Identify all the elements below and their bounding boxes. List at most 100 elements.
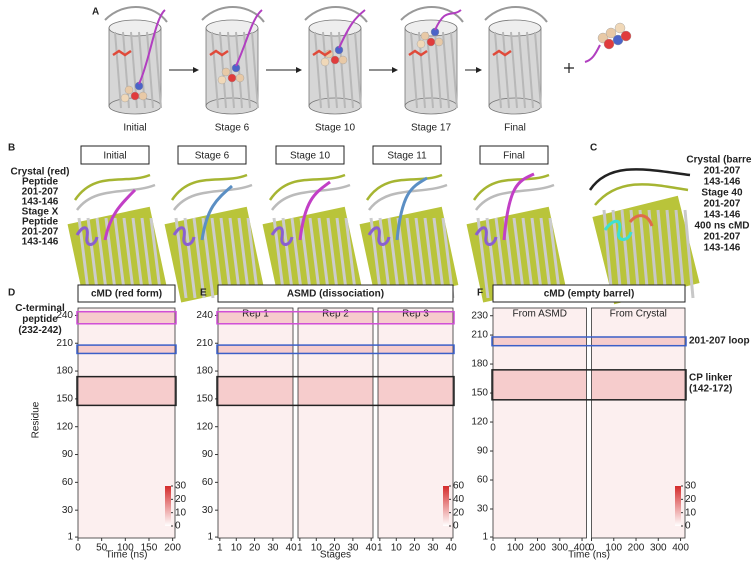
stage-box bbox=[275, 145, 345, 165]
x-tick-label: 10 bbox=[391, 543, 403, 554]
strand bbox=[426, 31, 434, 109]
peptide-atom bbox=[221, 67, 231, 77]
annotation: 201-207 loop bbox=[689, 335, 750, 346]
chart-title: cMD (empty barrel) bbox=[544, 289, 635, 300]
loop bbox=[270, 183, 351, 211]
peptide-atom bbox=[434, 37, 444, 47]
loop-201 bbox=[270, 226, 294, 246]
legend-entry: Stage 40 bbox=[701, 188, 743, 199]
subplot-title: Rep 2 bbox=[322, 309, 349, 320]
x-tick-label: 1 bbox=[217, 543, 223, 554]
x-tick-label: 400 bbox=[672, 543, 689, 554]
peptide-atom bbox=[620, 30, 632, 42]
strand bbox=[410, 31, 418, 109]
legend-entry: 143-146 bbox=[704, 243, 741, 254]
loop-201 bbox=[474, 226, 498, 246]
peptide-atom bbox=[603, 38, 615, 50]
strand bbox=[656, 209, 668, 299]
strand bbox=[665, 209, 677, 299]
x-axis-label: Stages bbox=[320, 550, 351, 561]
x-tick-label: 1 bbox=[377, 543, 383, 554]
strand bbox=[510, 31, 518, 109]
y-tick-label: 210 bbox=[471, 330, 488, 341]
strand bbox=[322, 31, 330, 109]
peptide-atom bbox=[330, 55, 340, 65]
peptide-atom bbox=[124, 85, 134, 95]
loop bbox=[365, 173, 443, 201]
plot-frame bbox=[77, 307, 176, 539]
stage-caption: Final bbox=[504, 123, 526, 134]
peptide bbox=[298, 180, 331, 241]
y-tick-label: 60 bbox=[202, 477, 214, 488]
barrel-top bbox=[488, 19, 542, 37]
strand bbox=[211, 31, 219, 109]
y-tick-label: 60 bbox=[477, 475, 489, 486]
loop bbox=[367, 183, 448, 211]
x-tick-label: 1 bbox=[297, 543, 303, 554]
loop-201 bbox=[367, 226, 391, 246]
peptide-atom bbox=[614, 22, 626, 34]
y-tick-label: 30 bbox=[202, 505, 214, 516]
legend-entry: Peptide bbox=[22, 177, 59, 188]
strand bbox=[354, 31, 362, 109]
strand bbox=[450, 31, 458, 109]
y-tick-label: 150 bbox=[56, 394, 73, 405]
heatmap-area bbox=[218, 308, 293, 538]
colorbar-label: 30 bbox=[175, 481, 187, 492]
plot-frame bbox=[217, 307, 294, 539]
legend-entry: 143-146 bbox=[704, 210, 741, 221]
x-tick-label: 0 bbox=[490, 543, 496, 554]
peptide-chain bbox=[235, 9, 263, 67]
y-tick-label: 120 bbox=[471, 417, 488, 428]
colorbar-label: 60 bbox=[453, 481, 465, 492]
chart-title: ASMD (dissociation) bbox=[287, 289, 384, 300]
loop bbox=[73, 173, 151, 201]
heat-band bbox=[378, 345, 453, 354]
loop bbox=[201, 6, 265, 23]
loop bbox=[603, 219, 633, 241]
strand bbox=[183, 217, 197, 299]
x-tick-label: 40 bbox=[366, 543, 378, 554]
strand bbox=[146, 31, 154, 109]
barrel-top bbox=[404, 19, 458, 37]
legend-entry: 201-207 bbox=[704, 232, 741, 243]
x-tick-label: 300 bbox=[551, 543, 568, 554]
plot-frame bbox=[591, 307, 686, 539]
plus bbox=[564, 63, 574, 73]
y-tick-label: 180 bbox=[471, 359, 488, 370]
colorbar-label: 20 bbox=[175, 494, 187, 505]
stage-box bbox=[372, 145, 442, 165]
y-tick-label: 150 bbox=[471, 388, 488, 399]
structure bbox=[67, 173, 167, 303]
heatmap-area bbox=[298, 308, 373, 538]
x-tick-label: 50 bbox=[96, 543, 108, 554]
legend-entry: 201-207 bbox=[22, 187, 59, 198]
structure bbox=[466, 172, 566, 303]
stage-title: Final bbox=[503, 151, 525, 162]
legend-entry: Peptide bbox=[22, 217, 59, 228]
peptide-atom bbox=[426, 37, 436, 47]
subplot-title: Rep 1 bbox=[242, 309, 269, 320]
subplot-title: Rep 3 bbox=[402, 309, 429, 320]
heat-band bbox=[591, 369, 685, 400]
strand bbox=[314, 31, 322, 109]
stage-caption: Stage 10 bbox=[315, 123, 355, 134]
strand bbox=[227, 31, 235, 109]
colorbar-label: 10 bbox=[685, 507, 697, 518]
y-tick-label: 1 bbox=[67, 532, 73, 543]
y-tick-label: 1 bbox=[482, 532, 488, 543]
highlight-box bbox=[491, 369, 687, 401]
highlight-box bbox=[76, 375, 177, 407]
plot-frame bbox=[377, 307, 454, 539]
y-tick-label: 60 bbox=[62, 477, 74, 488]
heat-band bbox=[78, 311, 175, 324]
x-tick-label: 20 bbox=[409, 543, 421, 554]
strand bbox=[192, 217, 206, 299]
x-tick-label: 10 bbox=[311, 543, 323, 554]
legend-entry: 201-207 bbox=[704, 166, 741, 177]
x-tick-label: 30 bbox=[427, 543, 439, 554]
strand bbox=[122, 31, 130, 109]
heatmap-area bbox=[378, 308, 453, 538]
x-axis-label: Time (ns) bbox=[568, 550, 610, 561]
peptide-atom bbox=[416, 39, 426, 49]
